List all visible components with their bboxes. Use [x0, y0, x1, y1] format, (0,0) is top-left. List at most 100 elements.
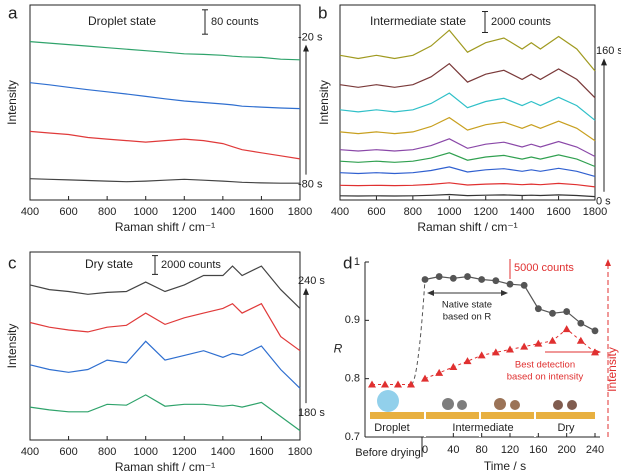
r-point — [492, 277, 500, 285]
arrow-bottom-label: -80 s — [298, 179, 323, 191]
y2-axis-title: Intensity — [605, 347, 619, 392]
spectrum-line — [339, 138, 596, 158]
x-tick-label: 1400 — [211, 206, 235, 218]
spectrum-line — [339, 182, 596, 188]
r-point — [563, 308, 571, 315]
intensity-point — [576, 336, 585, 344]
spectrum-line — [29, 340, 301, 389]
x-tick-label: 400 — [21, 446, 39, 458]
x-axis-title: Raman shift / cm⁻¹ — [115, 460, 215, 474]
chart-title: Droplet state — [88, 14, 156, 28]
spectrum-line — [29, 265, 301, 309]
r-point — [464, 273, 471, 280]
x-tick-label: 800 — [98, 206, 116, 218]
x-tick-label: 160 — [529, 444, 547, 456]
chart-title: Dry state — [85, 257, 133, 271]
substrate — [370, 412, 595, 419]
connector — [410, 279, 426, 385]
r-point — [435, 273, 443, 280]
intensity-point — [562, 325, 571, 333]
scale-bar-label: 2000 counts — [161, 259, 221, 271]
x-tick-label: 800 — [404, 206, 422, 218]
x-tick-label: 120 — [501, 444, 519, 456]
y-tick-label: 1 — [354, 256, 360, 268]
illustration-particle — [457, 400, 467, 410]
panel-label: a — [8, 3, 18, 22]
spectrum-line — [339, 29, 596, 72]
scale-bar-label: 80 counts — [211, 16, 259, 28]
annotation: Best detection — [515, 360, 575, 371]
intensity-point — [381, 380, 389, 388]
spectrum-line — [339, 152, 596, 168]
x-tick-label: 1800 — [288, 446, 312, 458]
spectrum-line — [29, 41, 301, 61]
x-tick-label: 1200 — [172, 446, 196, 458]
x-tick-label: 80 — [476, 444, 488, 456]
illustration-particle — [567, 400, 577, 410]
y-tick-label: 0.9 — [345, 314, 360, 326]
scale-bar-label: 2000 counts — [491, 16, 551, 28]
plot-frame — [29, 4, 301, 201]
arrow-bottom-label: 180 s — [298, 407, 325, 419]
intensity-point — [463, 357, 472, 365]
x-tick-label: 1800 — [583, 206, 607, 218]
arrow-top-label: 160 s — [596, 45, 621, 57]
r-point — [549, 309, 556, 317]
stage-label: Intermediate — [452, 422, 513, 434]
y-tick-label: 0.7 — [345, 431, 360, 443]
spectrum-line — [339, 62, 596, 99]
r-point — [520, 281, 528, 289]
r-point — [591, 327, 599, 335]
spectrum-line — [339, 92, 596, 121]
annotation: Native state — [442, 300, 492, 311]
x-tick-label: 1400 — [211, 446, 235, 458]
y-axis-title: Intensity — [5, 324, 19, 369]
y-tick-label: 0.8 — [345, 373, 360, 385]
y-axis-title: R — [334, 342, 343, 356]
intensity-point — [368, 380, 376, 388]
illustration-particle — [377, 390, 399, 412]
intensity-point — [506, 345, 514, 353]
intensity-point — [449, 363, 458, 370]
spectrum-line — [339, 193, 596, 198]
illustration-particle — [494, 398, 506, 410]
r-point — [449, 274, 457, 282]
x-tick-label: 1200 — [473, 206, 497, 218]
spectrum-line — [339, 166, 596, 177]
x-tick-label: 400 — [331, 206, 349, 218]
panel-label: c — [8, 253, 17, 272]
spectrum-line — [29, 82, 301, 110]
x-tick-label: 40 — [447, 444, 459, 456]
x-axis-title: Raman shift / cm⁻¹ — [115, 220, 215, 234]
x-tick-label: 1000 — [133, 446, 157, 458]
intensity-point — [548, 336, 557, 344]
x-tick-label: 1600 — [249, 446, 273, 458]
illustration-particle — [442, 398, 454, 410]
arrow-bottom-label: 0 s — [596, 196, 611, 208]
annotation: based on intensity — [507, 372, 584, 383]
panel-label: b — [318, 3, 327, 22]
x-tick-label: 1000 — [437, 206, 461, 218]
spectrum-line — [29, 302, 301, 352]
arrow-top-label: -20 s — [298, 31, 323, 43]
plot-frame — [29, 251, 301, 441]
x-axis-title: Raman shift / cm⁻¹ — [417, 220, 517, 234]
intensity-point — [421, 374, 429, 382]
intensity-point — [491, 348, 500, 356]
y-axis-title: Intensity — [317, 80, 331, 125]
x-tick-label: 240 — [586, 444, 604, 456]
intensity-point — [435, 368, 444, 376]
annotation: based on R — [443, 312, 492, 323]
stage-label: Dry — [557, 422, 575, 434]
spectrum-line — [29, 130, 301, 160]
y-axis-title: Intensity — [5, 80, 19, 125]
x-tick-label: Before drying — [355, 447, 420, 459]
x-tick-label: 800 — [98, 446, 116, 458]
illustration-particle — [553, 400, 563, 410]
x-tick-label: 1400 — [510, 206, 534, 218]
x-tick-label: 0 — [422, 444, 428, 456]
x-tick-label: 1000 — [133, 206, 157, 218]
r-point — [478, 276, 486, 283]
